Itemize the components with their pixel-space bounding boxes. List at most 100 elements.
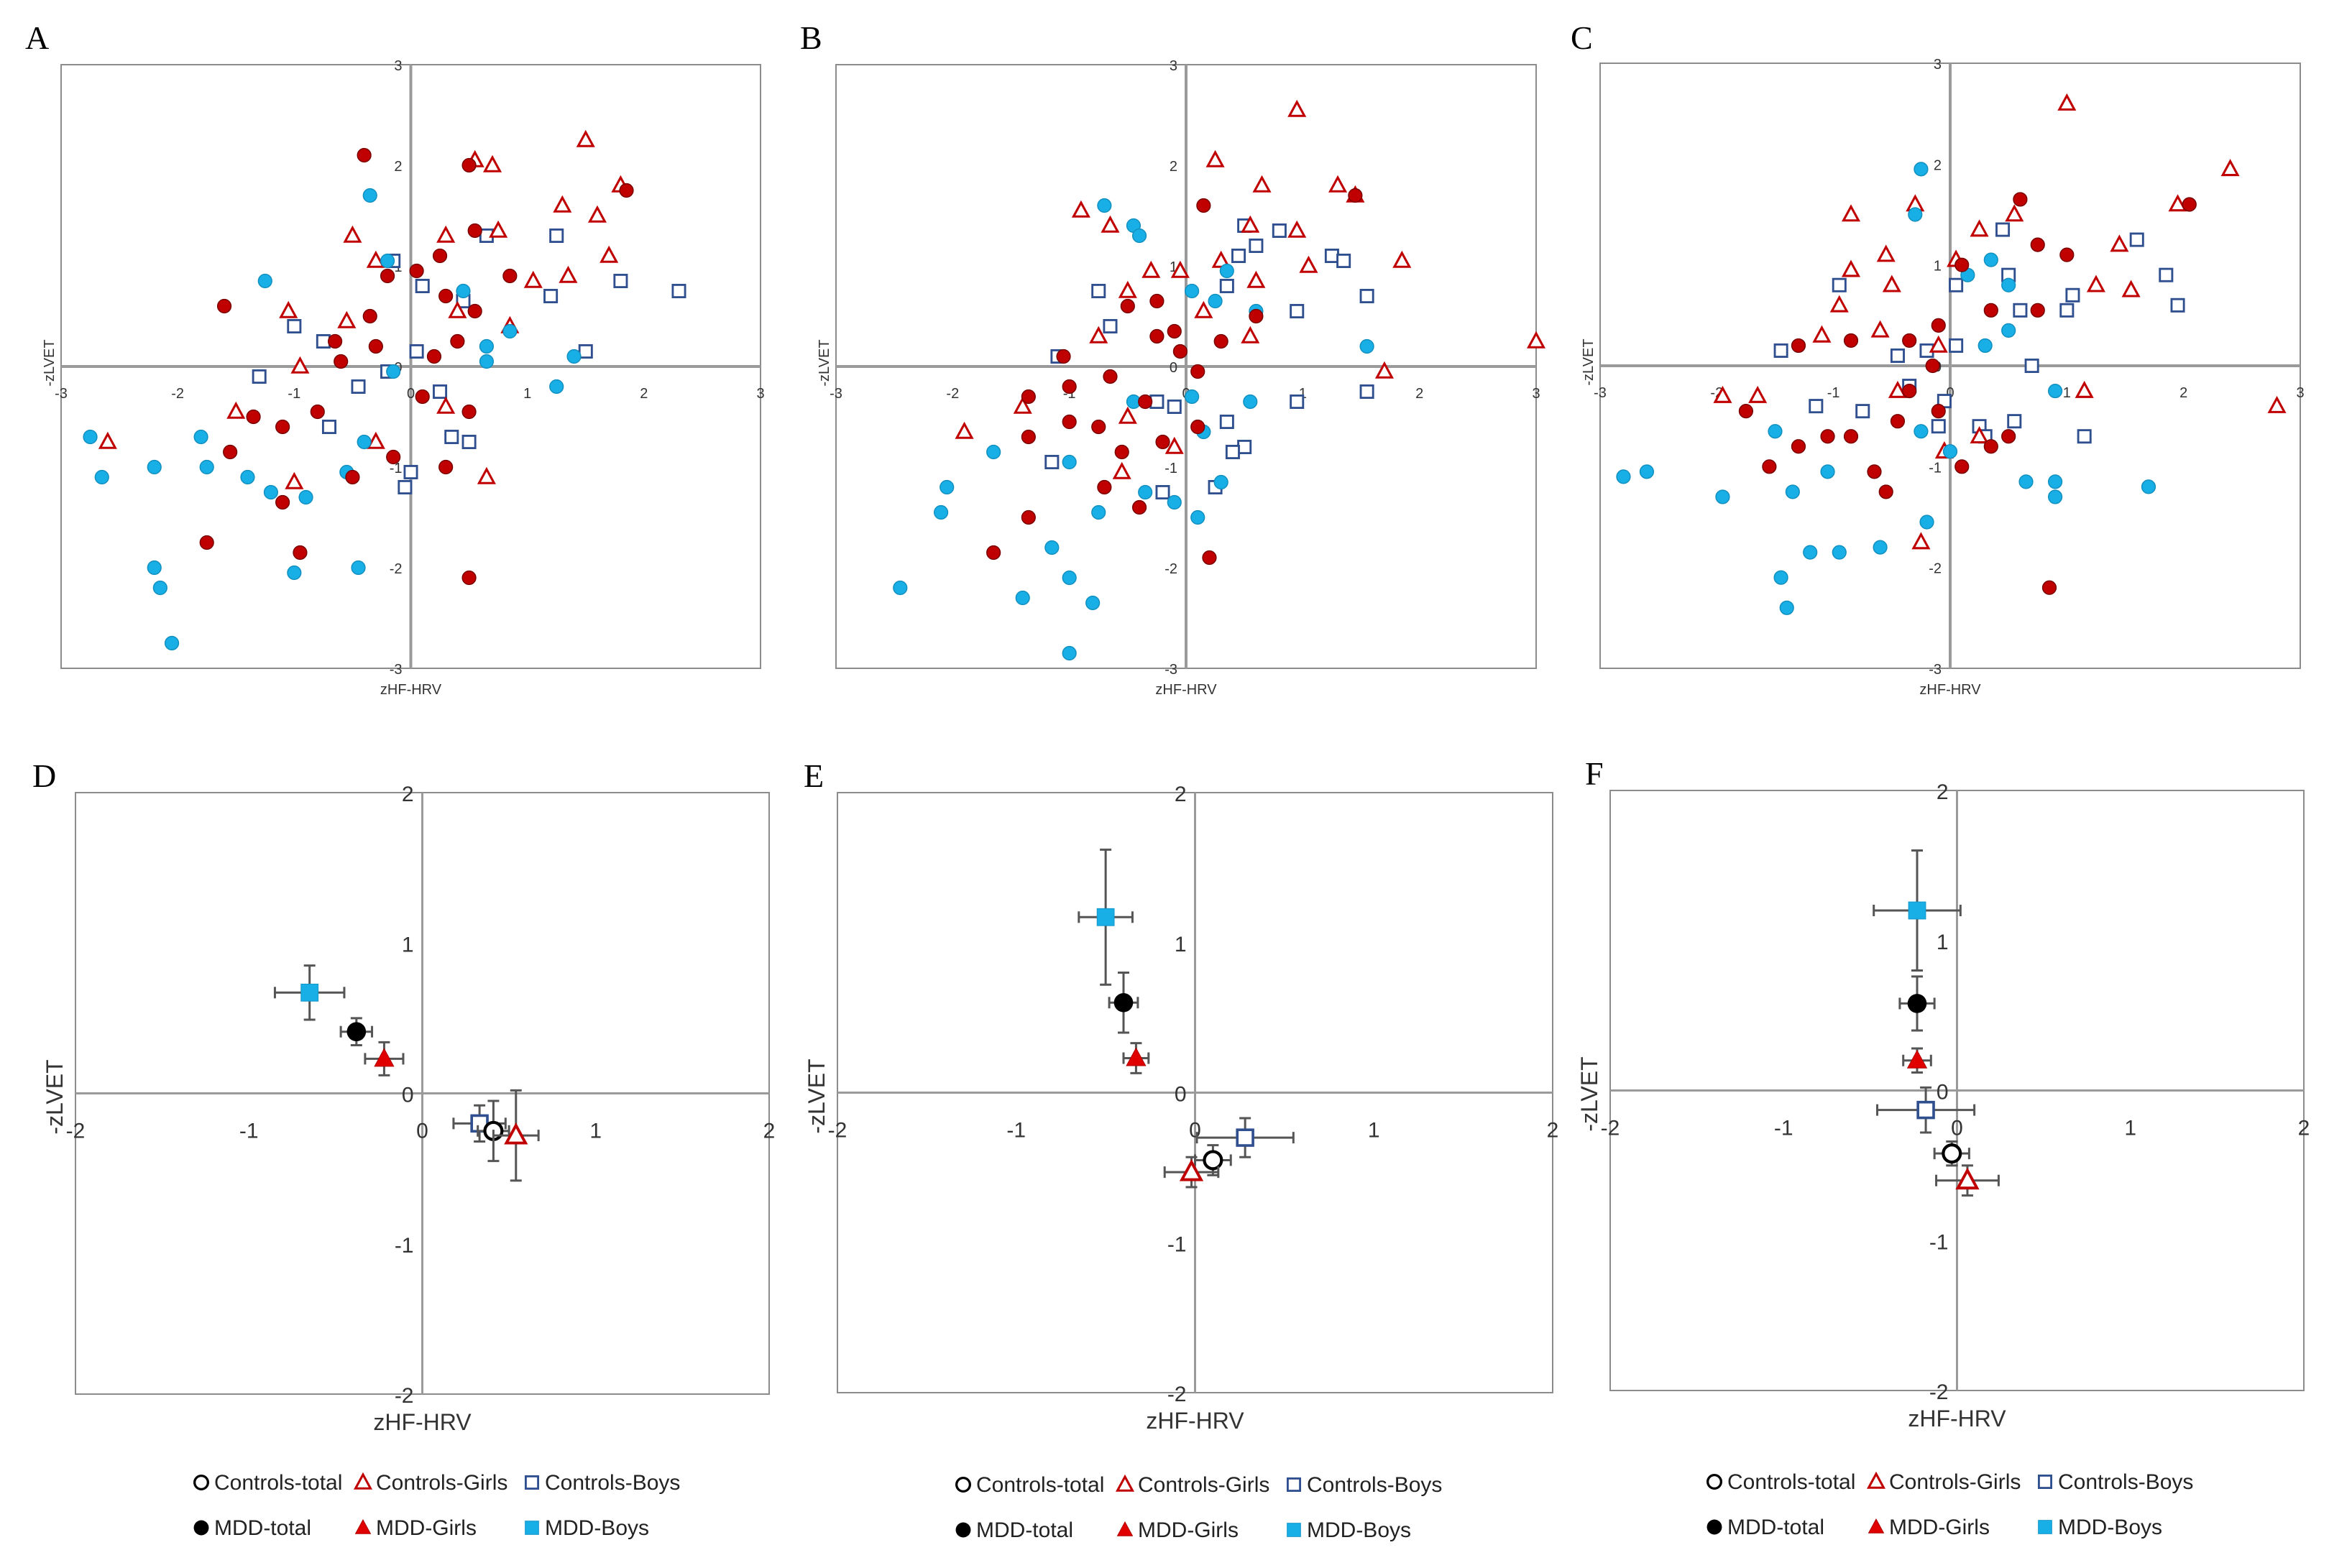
data-point: [2048, 474, 2063, 489]
legend-swatch: [2037, 1474, 2053, 1490]
data-point: [368, 338, 383, 354]
data-point: [2048, 383, 2063, 399]
data-point: [1091, 504, 1106, 520]
legend-item-controls-girls: Controls-Girls: [1115, 1473, 1269, 1497]
data-point: [1155, 434, 1170, 450]
legend-item-mdd-girls: MDD-Girls: [1868, 1516, 1990, 1539]
data-point: [587, 205, 607, 223]
data-point: [2001, 277, 2016, 292]
data-point: [955, 421, 974, 439]
data-point: [409, 263, 424, 279]
data-point: [1882, 275, 1901, 292]
data-point: [1983, 252, 1998, 267]
data-point: [1219, 414, 1234, 430]
data-point: [398, 479, 413, 495]
data-point: [553, 195, 572, 213]
data-point: [2018, 474, 2034, 489]
data-point: [1131, 228, 1147, 244]
data-point: [380, 253, 395, 269]
legend-item-controls-girls: Controls-Girls: [353, 1471, 507, 1495]
data-point: [502, 268, 518, 284]
legend-item-controls-boys: Controls-Boys: [524, 1471, 680, 1495]
legend-label: MDD-total: [976, 1518, 1073, 1542]
y-tick-label: -1: [1929, 460, 1942, 476]
panel-letter: C: [1571, 19, 1593, 56]
data-point: [2057, 93, 2077, 111]
data-point: [1089, 326, 1108, 343]
data-point: [403, 464, 418, 480]
data-point: [600, 245, 619, 263]
data-point: [549, 379, 564, 395]
data-point: [1021, 509, 1036, 525]
data-point: [1155, 484, 1170, 500]
data-point: [199, 535, 214, 550]
data-point: [285, 471, 304, 489]
panel-letter: E: [804, 757, 824, 794]
data-point: [357, 147, 372, 163]
legend-label: MDD-Girls: [1138, 1518, 1239, 1542]
data-point: [1983, 303, 1998, 318]
data-point: [1252, 175, 1272, 193]
legend-item-controls-boys: Controls-Boys: [1286, 1473, 1442, 1497]
y-tick-label: 3: [1170, 58, 1177, 74]
data-point: [438, 459, 454, 475]
data-point: [1103, 369, 1118, 384]
data-point: [613, 273, 628, 289]
data-point: [1202, 550, 1217, 566]
series-controls-girls: [955, 99, 1546, 479]
y-axis-label: -zLVET: [804, 1059, 830, 1133]
series-controls-boys: [252, 228, 686, 495]
legend-swatch: [353, 1472, 373, 1490]
data-point: [1914, 424, 1929, 439]
data-point: [199, 459, 214, 475]
x-tick-label: -2: [66, 1120, 86, 1143]
y-tick-label: 2: [402, 783, 414, 806]
data-point: [223, 444, 238, 460]
legend-e: Controls-total Controls-Girls Controls-Boy…: [955, 1473, 1442, 1542]
data-point: [426, 349, 442, 364]
data-point: [2086, 275, 2105, 292]
data-point: [467, 303, 482, 319]
data-point: [1902, 333, 1917, 349]
legend-f: Controls-total Controls-Girls Controls-Boy…: [1706, 1470, 2193, 1539]
mean-controls-total: [1194, 1144, 1232, 1176]
data-point: [1809, 399, 1824, 414]
data-point: [1970, 426, 1989, 444]
x-tick-label: -2: [1601, 1117, 1620, 1140]
legend-swatch: [1116, 1521, 1134, 1536]
y-tick-label: -2: [395, 1384, 414, 1408]
data-point: [252, 369, 267, 384]
data-point: [2121, 280, 2141, 298]
data-point: [893, 580, 908, 596]
y-tick-label: 1: [1937, 931, 1949, 954]
data-point: [287, 565, 302, 581]
data-point: [263, 484, 278, 500]
x-axis-label: zHF-HRV: [373, 1409, 472, 1435]
data-point: [1762, 459, 1777, 474]
data-point: [1855, 404, 1870, 419]
data-point: [362, 188, 377, 203]
data-point: [2048, 489, 2063, 504]
data-point: [1843, 333, 1859, 349]
data-point: [1225, 444, 1240, 460]
data-point: [1120, 298, 1135, 314]
data-point: [1832, 545, 1847, 560]
data-point: [523, 270, 543, 288]
data-point: [2013, 192, 2028, 207]
data-point: [2267, 395, 2287, 413]
data-point: [559, 265, 578, 283]
mean-controls-total: [1933, 1140, 1970, 1167]
data-point: [1118, 406, 1137, 424]
data-point: [1287, 99, 1307, 117]
data-point: [1812, 325, 1832, 343]
data-point: [1820, 464, 1835, 479]
data-point: [433, 384, 448, 400]
data-point: [1359, 384, 1374, 400]
legend-label: Controls-total: [214, 1471, 342, 1495]
data-point: [1149, 328, 1164, 344]
y-tick-label: 2: [1175, 783, 1187, 806]
data-point: [489, 220, 508, 238]
data-point: [1392, 250, 1412, 268]
